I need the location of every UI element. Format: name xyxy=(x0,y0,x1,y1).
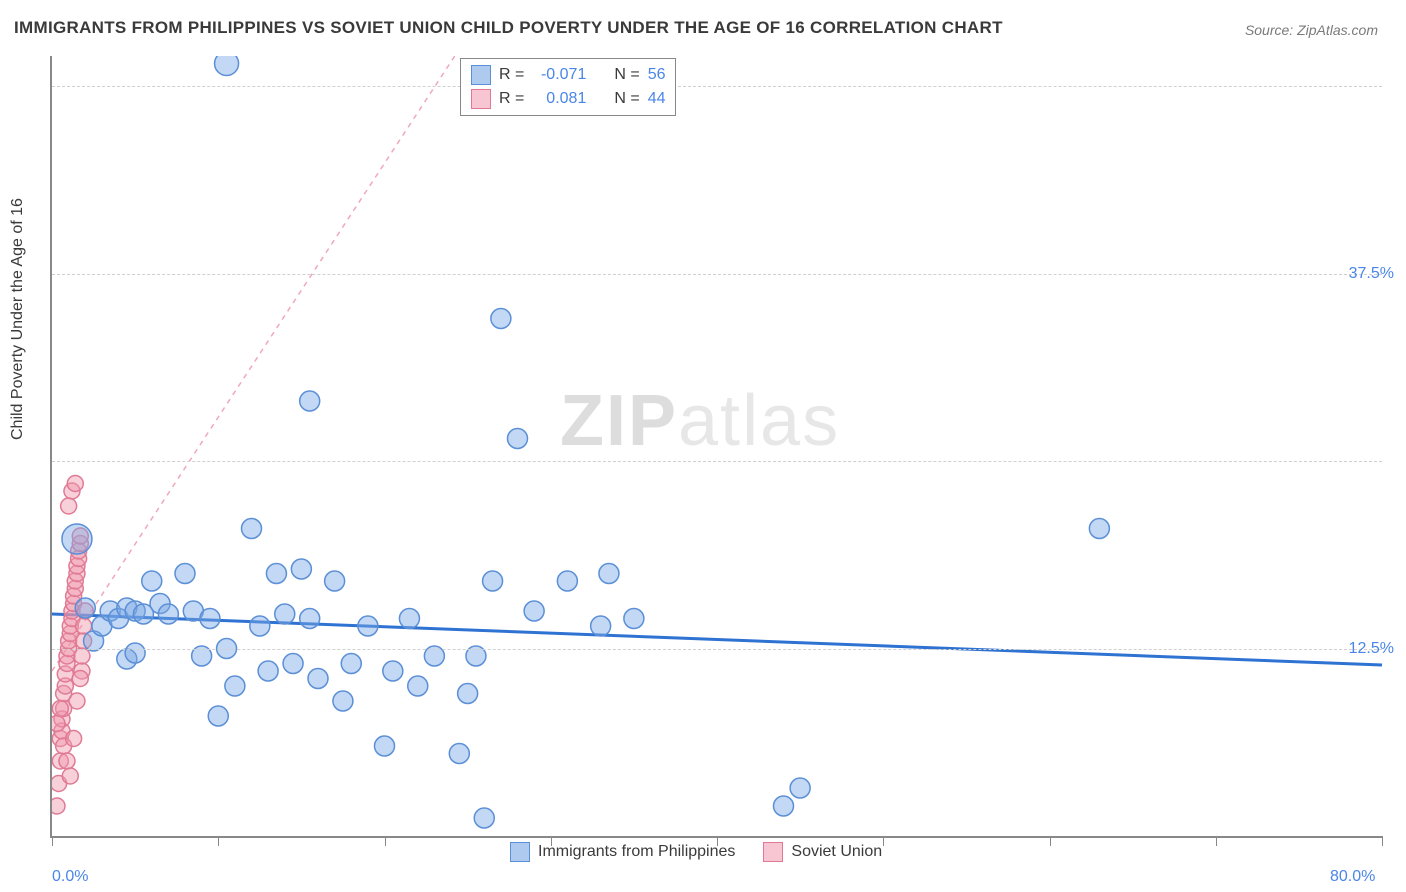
series-legend-item: Soviet Union xyxy=(763,842,882,862)
watermark: ZIPatlas xyxy=(560,380,840,462)
x-tick xyxy=(1050,836,1051,846)
data-point xyxy=(300,609,320,629)
legend-n-label: N = xyxy=(614,90,639,108)
data-point xyxy=(375,736,395,756)
chart-title: IMMIGRANTS FROM PHILIPPINES VS SOVIET UN… xyxy=(14,18,1003,38)
data-point xyxy=(508,429,528,449)
data-point xyxy=(449,744,469,764)
watermark-bold: ZIP xyxy=(560,381,678,461)
data-point xyxy=(774,796,794,816)
gridline-h xyxy=(52,649,1382,650)
data-point xyxy=(250,616,270,636)
data-point xyxy=(67,476,83,492)
data-point xyxy=(142,571,162,591)
data-point xyxy=(325,571,345,591)
legend-swatch xyxy=(763,842,783,862)
x-tick-label: 0.0% xyxy=(52,868,88,886)
data-point xyxy=(75,598,95,618)
legend-swatch xyxy=(510,842,530,862)
data-point xyxy=(474,808,494,828)
series-name: Immigrants from Philippines xyxy=(538,843,735,861)
data-point xyxy=(242,519,262,539)
data-point xyxy=(491,309,511,329)
data-point xyxy=(557,571,577,591)
data-point xyxy=(1089,519,1109,539)
data-point xyxy=(74,648,90,664)
data-point xyxy=(383,661,403,681)
legend-n-label: N = xyxy=(614,66,639,84)
data-point xyxy=(62,524,92,554)
series-legend: Immigrants from Philippines Soviet Union xyxy=(510,842,882,862)
data-point xyxy=(62,768,78,784)
data-point xyxy=(215,56,239,76)
legend-n-value: 44 xyxy=(648,90,666,108)
x-tick xyxy=(1216,836,1217,846)
data-point xyxy=(358,616,378,636)
series-legend-item: Immigrants from Philippines xyxy=(510,842,735,862)
data-point xyxy=(208,706,228,726)
data-point xyxy=(524,601,544,621)
gridline-h xyxy=(52,274,1382,275)
source-label: Source: ZipAtlas.com xyxy=(1245,22,1378,38)
data-point xyxy=(59,753,75,769)
y-axis-label: Child Poverty Under the Age of 16 xyxy=(9,198,27,440)
data-point xyxy=(599,564,619,584)
data-point xyxy=(790,778,810,798)
data-point xyxy=(158,604,178,624)
y-tick-label: 37.5% xyxy=(1349,265,1394,283)
data-point xyxy=(175,564,195,584)
legend-n-value: 56 xyxy=(648,66,666,84)
data-point xyxy=(52,701,68,717)
legend-r-label: R = xyxy=(499,66,524,84)
data-point xyxy=(458,684,478,704)
x-tick xyxy=(218,836,219,846)
legend-r-value: -0.071 xyxy=(532,66,586,84)
watermark-rest: atlas xyxy=(678,381,840,461)
data-point xyxy=(258,661,278,681)
x-tick xyxy=(52,836,53,846)
data-point xyxy=(266,564,286,584)
data-point xyxy=(200,609,220,629)
data-point xyxy=(69,693,85,709)
x-tick xyxy=(385,836,386,846)
x-tick xyxy=(1382,836,1383,846)
data-point xyxy=(308,669,328,689)
legend-row: R = 0.081 N = 44 xyxy=(471,87,665,111)
x-tick-label: 80.0% xyxy=(1330,868,1375,886)
data-point xyxy=(275,604,295,624)
gridline-h xyxy=(52,86,1382,87)
data-point xyxy=(399,609,419,629)
data-point xyxy=(341,654,361,674)
x-tick xyxy=(883,836,884,846)
data-point xyxy=(300,391,320,411)
legend-r-value: 0.081 xyxy=(532,90,586,108)
data-point xyxy=(125,643,145,663)
data-point xyxy=(291,559,311,579)
y-tick-label: 12.5% xyxy=(1349,640,1394,658)
series-name: Soviet Union xyxy=(791,843,882,861)
legend-swatch xyxy=(471,65,491,85)
data-point xyxy=(591,616,611,636)
data-point xyxy=(333,691,353,711)
data-point xyxy=(408,676,428,696)
data-point xyxy=(283,654,303,674)
data-point xyxy=(66,731,82,747)
legend-swatch xyxy=(471,89,491,109)
data-point xyxy=(52,798,65,814)
data-point xyxy=(225,676,245,696)
data-point xyxy=(483,571,503,591)
chart-container: IMMIGRANTS FROM PHILIPPINES VS SOVIET UN… xyxy=(0,0,1406,892)
data-point xyxy=(61,498,77,514)
correlation-legend: R = -0.071 N = 56 R = 0.081 N = 44 xyxy=(460,58,676,116)
legend-r-label: R = xyxy=(499,90,524,108)
data-point xyxy=(52,716,65,732)
legend-row: R = -0.071 N = 56 xyxy=(471,63,665,87)
data-point xyxy=(72,671,88,687)
data-point xyxy=(624,609,644,629)
